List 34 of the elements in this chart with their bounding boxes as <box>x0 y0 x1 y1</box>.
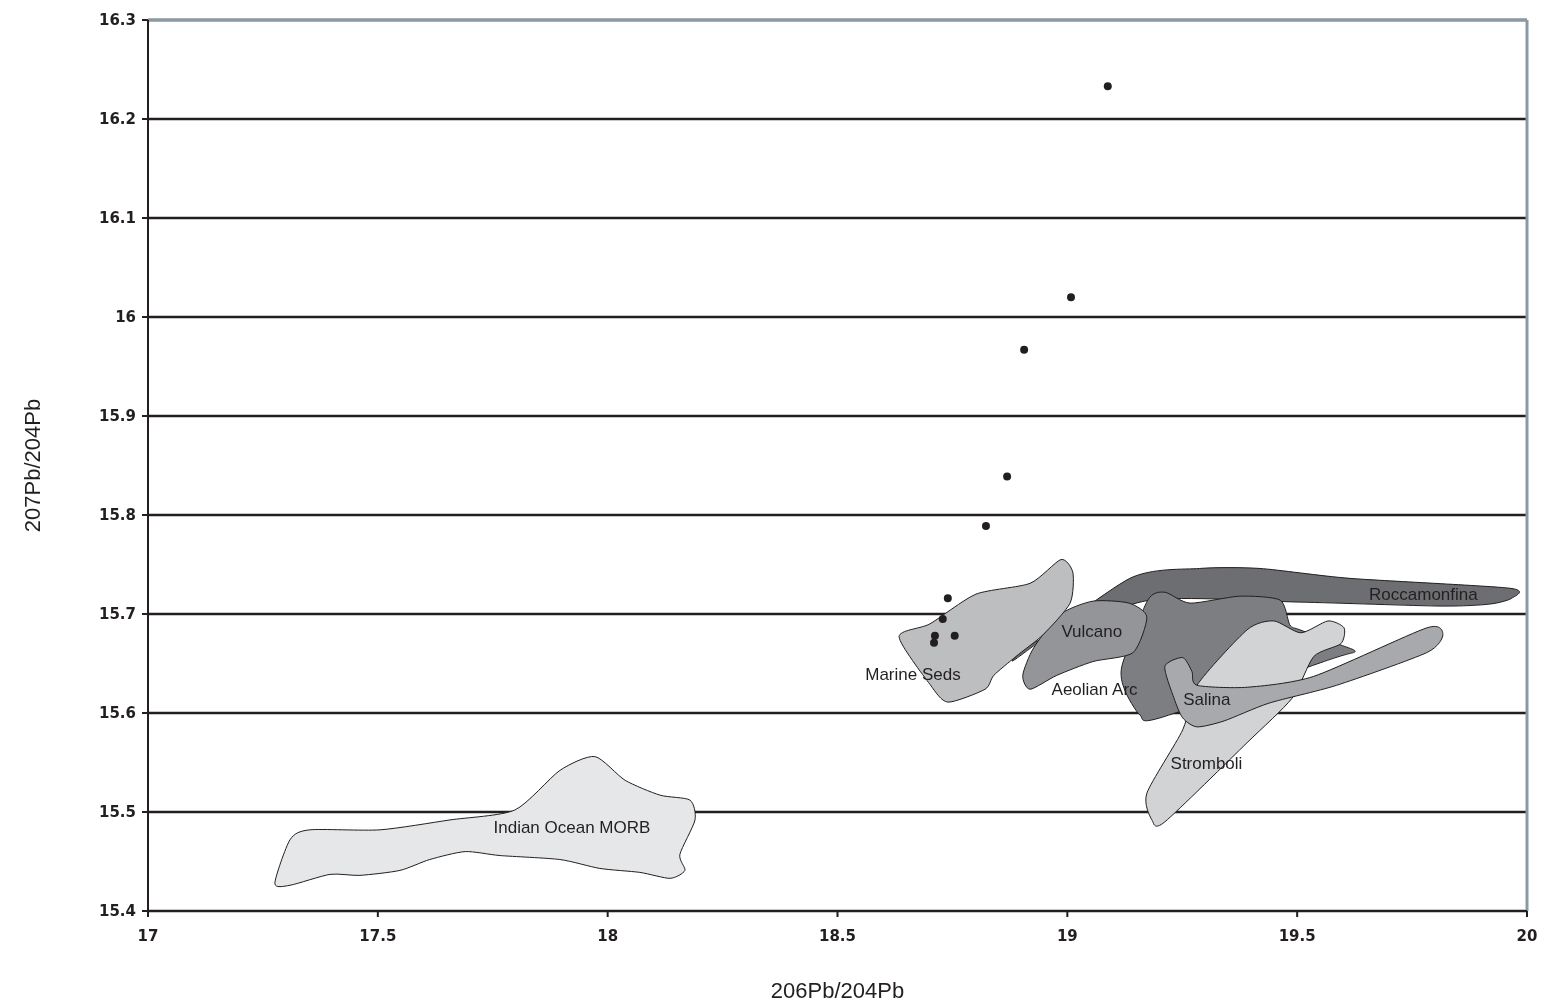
x-tick-label: 20 <box>1516 927 1538 945</box>
y-tick-label: 15.8 <box>98 505 136 524</box>
series-label: Vulcano <box>1061 621 1123 641</box>
series-label: Marine Seds <box>865 665 961 685</box>
x-tick-label: 17.5 <box>359 927 397 945</box>
x-axis-title: 206Pb/204Pb <box>770 978 905 1003</box>
point <box>943 594 952 603</box>
point <box>950 631 959 640</box>
x-tick-label: 18 <box>597 927 619 945</box>
point <box>1067 293 1075 302</box>
y-tick-label: 15.9 <box>98 406 136 425</box>
point <box>981 521 990 530</box>
point <box>1003 472 1012 481</box>
point <box>930 631 939 640</box>
point <box>930 638 939 647</box>
y-tick-label: 15.5 <box>98 802 136 821</box>
series-label: Roccamonfina <box>1369 585 1479 605</box>
y-tick-label: 16.3 <box>98 10 136 29</box>
point <box>938 614 947 623</box>
x-tick-label: 19.5 <box>1278 927 1316 945</box>
y-axis-title: 207Pb/204Pb <box>20 398 45 533</box>
y-tick-label: 15.7 <box>98 604 136 623</box>
y-tick-label: 15.4 <box>98 901 136 920</box>
series-label: Salina <box>1183 689 1231 709</box>
y-tick-label: 15.6 <box>98 703 136 722</box>
y-tick-label: 16 <box>115 307 136 326</box>
series-label: Indian Ocean MORB <box>493 818 651 838</box>
point <box>1020 345 1029 354</box>
y-tick-label: 16.1 <box>98 208 136 227</box>
x-tick-label: 17 <box>137 927 159 945</box>
point <box>1103 82 1112 91</box>
x-tick-label: 19 <box>1056 927 1078 945</box>
y-tick-label: 16.2 <box>98 109 136 128</box>
x-tick-label: 18.5 <box>818 927 857 945</box>
